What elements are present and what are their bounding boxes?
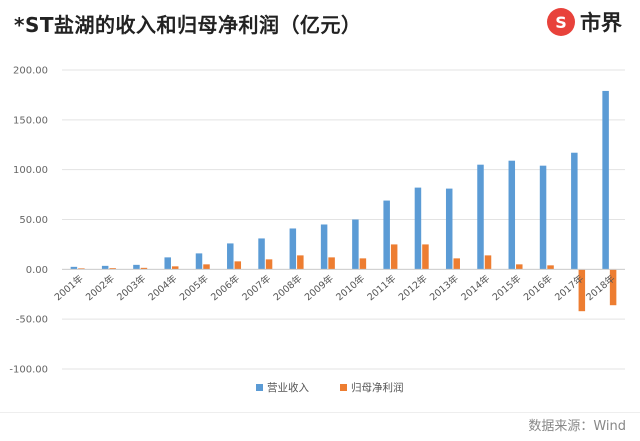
chart-title: *ST盐湖的收入和归母净利润（亿元） bbox=[14, 13, 362, 37]
profit-bar bbox=[297, 255, 304, 270]
x-tick-label: 2015年 bbox=[490, 272, 524, 303]
profit-bar bbox=[547, 265, 554, 270]
revenue-bar bbox=[133, 264, 140, 270]
x-tick-label: 2006年 bbox=[208, 272, 242, 303]
revenue-bar bbox=[539, 165, 547, 270]
legend: 营业收入 归母净利润 bbox=[256, 381, 404, 394]
profit-bar bbox=[328, 257, 335, 270]
data-source: 数据来源：Wind bbox=[528, 419, 626, 434]
bars bbox=[70, 90, 617, 312]
logo-icon: S bbox=[547, 8, 575, 36]
x-tick-label: 2012年 bbox=[396, 272, 430, 303]
brand-logo: S 市界 bbox=[547, 7, 622, 37]
profit-bar bbox=[609, 269, 617, 306]
revenue-bar bbox=[164, 257, 171, 270]
profit-bar bbox=[203, 264, 210, 270]
y-tick-label: 150.00 bbox=[13, 115, 48, 126]
profit-bar bbox=[390, 244, 398, 270]
footer-divider bbox=[0, 412, 640, 413]
profit-bar bbox=[422, 244, 429, 270]
revenue-bar bbox=[320, 224, 328, 270]
revenue-bar bbox=[289, 228, 297, 270]
profit-bar-legend-swatch bbox=[340, 384, 347, 391]
revenue-bar bbox=[352, 219, 359, 270]
revenue-bar-legend-swatch bbox=[256, 384, 263, 391]
profit-bar bbox=[265, 259, 273, 270]
x-tick-label: 2002年 bbox=[83, 272, 117, 303]
y-tick-label: -50.00 bbox=[16, 315, 48, 326]
x-tick-label: 2001年 bbox=[52, 272, 86, 303]
x-tick-label: 2008年 bbox=[271, 272, 305, 303]
profit-bar bbox=[140, 267, 148, 270]
revenue-bar bbox=[227, 243, 234, 270]
logo-text: 市界 bbox=[580, 11, 622, 35]
x-tick-label: 2004年 bbox=[146, 272, 180, 303]
revenue-bar bbox=[445, 188, 453, 270]
y-tick-label: 200.00 bbox=[13, 66, 48, 77]
profit-bar bbox=[109, 268, 116, 270]
revenue-bar bbox=[602, 90, 609, 270]
x-axis: 2001年2002年2003年2004年2005年2006年2007年2008年… bbox=[52, 268, 625, 303]
x-tick-label: 2003年 bbox=[115, 272, 149, 303]
revenue-bar bbox=[477, 164, 484, 270]
x-tick-label: 2007年 bbox=[240, 272, 274, 303]
y-tick-label: -100.00 bbox=[9, 365, 48, 376]
x-tick-label: 2009年 bbox=[302, 272, 336, 303]
revenue-bar bbox=[101, 265, 109, 270]
revenue-bar bbox=[571, 152, 578, 270]
y-tick-label: 0.00 bbox=[26, 265, 48, 276]
x-tick-label: 2016年 bbox=[521, 272, 555, 303]
profit-bar bbox=[578, 269, 586, 312]
x-tick-label: 2013年 bbox=[427, 272, 461, 303]
x-tick-label: 2014年 bbox=[459, 272, 493, 303]
profit-bar bbox=[234, 261, 242, 270]
y-axis: -100.00 -50.00 0.00 50.00 100.00 150.00 200.00 bbox=[9, 66, 48, 376]
profit-bar bbox=[171, 266, 179, 270]
y-tick-label: 50.00 bbox=[19, 215, 48, 226]
revenue-bar bbox=[383, 200, 390, 270]
x-tick-label: 2010年 bbox=[334, 272, 368, 303]
grid-lines bbox=[62, 69, 625, 370]
revenue-bar bbox=[258, 238, 265, 270]
y-tick-label: 100.00 bbox=[13, 165, 48, 176]
profit-bar bbox=[516, 264, 523, 270]
revenue-bar bbox=[414, 187, 422, 270]
legend-label: 归母净利润 bbox=[351, 381, 404, 394]
revenue-bar bbox=[508, 160, 516, 270]
profit-bar bbox=[484, 255, 492, 270]
revenue-bar bbox=[195, 253, 203, 270]
revenue-bar bbox=[70, 266, 78, 270]
profit-bar bbox=[453, 258, 460, 270]
x-tick-label: 2005年 bbox=[177, 272, 211, 303]
x-tick-label: 2011年 bbox=[365, 272, 399, 303]
legend-label: 营业收入 bbox=[267, 381, 309, 394]
profit-bar bbox=[359, 258, 367, 270]
